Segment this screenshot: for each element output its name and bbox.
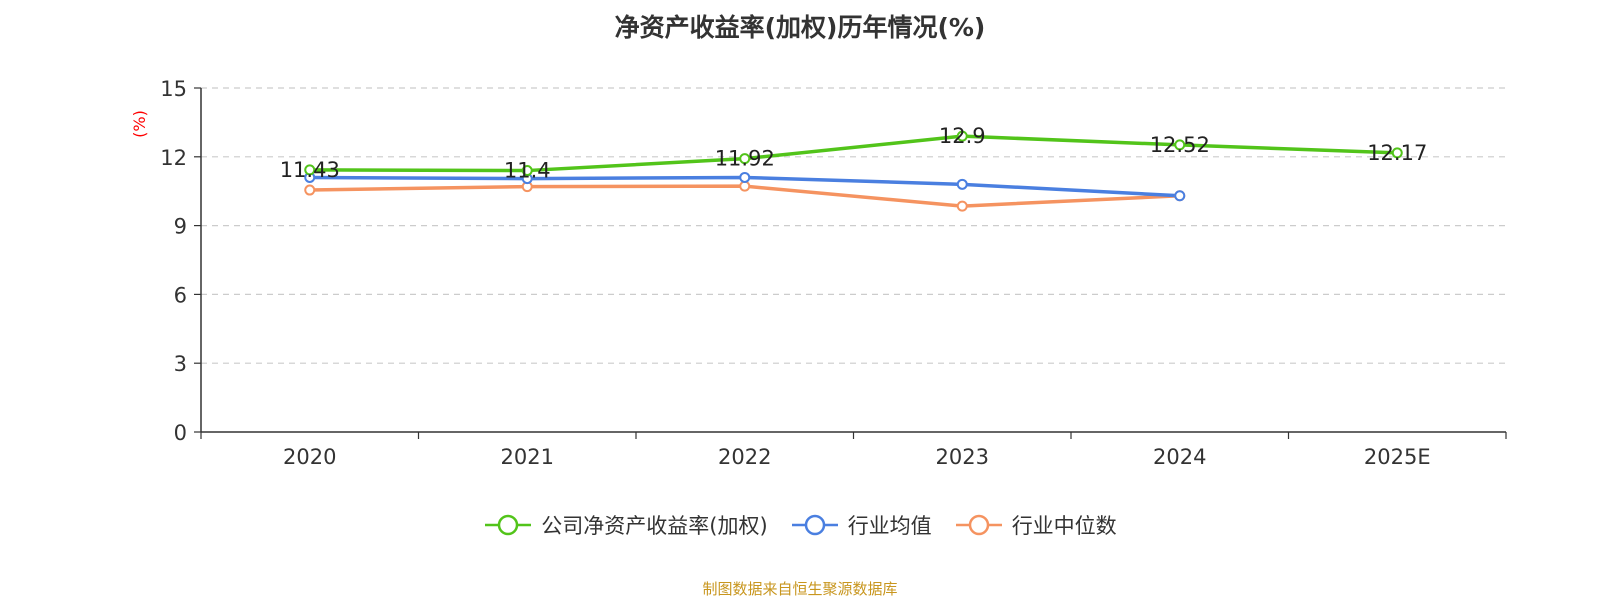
y-tick-label: 15 (160, 77, 187, 101)
series-lines (309, 134, 1398, 208)
y-axis-label: (%) (130, 110, 149, 138)
data-point (521, 165, 533, 177)
legend-label: 公司净资产收益率(加权) (541, 514, 768, 538)
y-tick-label: 3 (174, 352, 187, 376)
chart-title: 净资产收益率(加权)历年情况(%) (614, 13, 986, 42)
series-points (304, 130, 1403, 212)
data-point (1391, 147, 1403, 159)
data-label: 12.17 (1367, 141, 1427, 165)
data-labels: 11.43 11.4 11.92 12.9 12.52 12.17 (280, 124, 1428, 182)
legend: 公司净资产收益率(加权) 行业均值 行业中位数 (0, 510, 1600, 540)
x-tick-label: 2024 (1153, 445, 1206, 469)
legend-marker-icon (485, 514, 532, 536)
data-point (956, 130, 968, 142)
legend-item[interactable]: 公司净资产收益率(加权) (483, 510, 768, 540)
legend-item[interactable]: 行业中位数 (954, 510, 1117, 540)
legend-label: 行业均值 (847, 514, 932, 538)
data-point (1174, 190, 1186, 202)
grid-lines (201, 87, 1506, 364)
x-tick-label: 2022 (718, 445, 771, 469)
x-tick-label: 2025E (1364, 445, 1431, 469)
data-label: 12.52 (1150, 133, 1210, 157)
data-point (304, 164, 316, 176)
series-line-0 (309, 134, 1398, 173)
data-point (739, 171, 751, 183)
x-tick-label: 2021 (501, 445, 554, 469)
data-point (956, 178, 968, 190)
legend-marker-icon (955, 514, 1002, 536)
data-point (739, 153, 751, 165)
source-note: 制图数据来自恒生聚源数据库 (702, 580, 898, 598)
y-tick-label: 6 (174, 283, 187, 307)
data-label: 11.43 (280, 158, 340, 182)
data-label: 11.4 (504, 159, 551, 183)
axes: 0 3 6 9 12 15 (%) 2020 2021 2022 2023 2024 2025E (130, 77, 1507, 469)
data-point (956, 200, 968, 212)
legend-item[interactable]: 行业均值 (790, 510, 932, 540)
legend-marker-circle (498, 514, 519, 536)
y-tick-label: 12 (160, 146, 187, 170)
y-tick-label: 9 (174, 215, 187, 239)
legend-marker-circle (968, 514, 989, 536)
x-tick-label: 2023 (936, 445, 989, 469)
data-point (1174, 139, 1186, 151)
legend-marker-circle (804, 514, 825, 536)
data-label: 12.9 (939, 124, 986, 148)
legend-marker-icon (791, 514, 838, 536)
legend-label: 行业中位数 (1011, 514, 1117, 538)
x-tick-label: 2020 (283, 445, 336, 469)
data-point (739, 180, 751, 192)
data-point (304, 184, 316, 196)
y-tick-label: 0 (174, 421, 187, 445)
data-label: 11.92 (715, 147, 775, 171)
